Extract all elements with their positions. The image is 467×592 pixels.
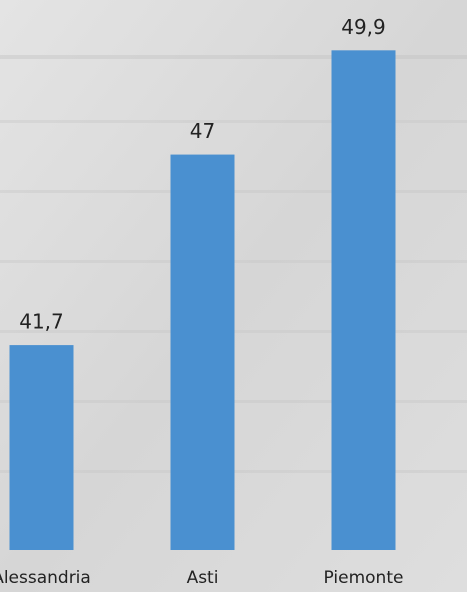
bar [9,345,74,550]
data-label: 49,9 [341,15,386,39]
x-tick-label: Asti [187,568,219,588]
bar [331,50,396,551]
x-tick-label: Piemonte [324,568,404,588]
data-label: 47 [190,119,215,143]
plot: 41,7 Alessandria 47 Asti 49,9 Piemonte [0,15,403,588]
x-tick-label: Alessandria [0,568,91,588]
data-label: 41,7 [19,310,64,334]
bar [170,154,235,550]
